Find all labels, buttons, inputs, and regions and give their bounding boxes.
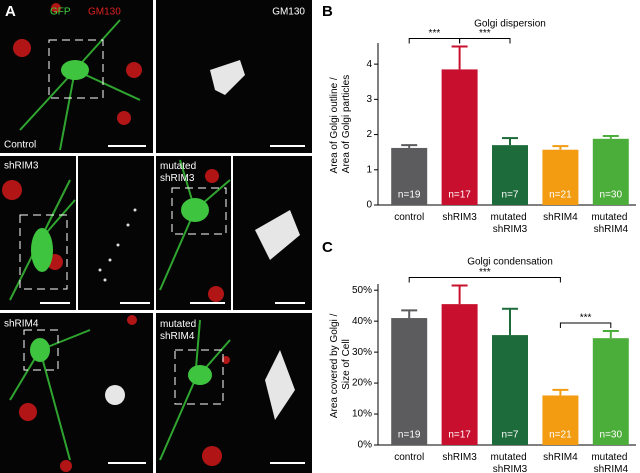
n-label: n=7 xyxy=(502,430,519,441)
x-tick-label: mutated shRIM3 xyxy=(491,212,530,235)
y-tick-label: 20% xyxy=(352,378,372,389)
scale-bars xyxy=(40,145,305,464)
image xyxy=(78,156,154,310)
y-axis-label: Area of Golgi outline / Area of Golgi pa… xyxy=(329,75,352,174)
golgi xyxy=(105,60,300,420)
image xyxy=(0,313,153,473)
x-tick-label: mutated shRIM4 xyxy=(591,212,630,235)
y-tick-label: 1 xyxy=(366,164,372,175)
y-tick-label: 3 xyxy=(366,94,372,105)
y-tick-label: 50% xyxy=(352,285,372,296)
y-tick-label: 0 xyxy=(366,200,372,211)
panel-label: C xyxy=(322,239,333,256)
bar xyxy=(441,304,478,445)
n-label: n=30 xyxy=(600,190,623,201)
significance-label: *** xyxy=(580,313,592,324)
condition-label: Control xyxy=(4,140,36,151)
significance-bracket xyxy=(559,322,612,329)
significance-label: *** xyxy=(429,28,441,39)
y-tick-label: 30% xyxy=(352,347,372,358)
n-label: n=19 xyxy=(398,190,421,201)
n-label: n=30 xyxy=(600,430,623,441)
n-label: n=21 xyxy=(549,430,572,441)
chart-title: Golgi condensation xyxy=(467,257,553,268)
significance-bracket xyxy=(408,277,561,283)
channel-label: GM130 xyxy=(88,7,121,18)
condition-label: shRIM4 xyxy=(4,319,39,330)
significance-label: *** xyxy=(479,267,491,278)
bar xyxy=(592,338,629,445)
y-tick-label: 0% xyxy=(358,440,373,451)
n-label: n=19 xyxy=(398,430,421,441)
n-label: n=17 xyxy=(448,190,471,201)
x-tick-label: shRIM4 xyxy=(543,212,578,223)
x-tick-label: shRIM4 xyxy=(543,452,578,463)
significance-bracket xyxy=(459,38,511,44)
x-tick-label: control xyxy=(394,212,424,223)
panel-label: A xyxy=(5,3,16,20)
x-tick-label: mutated shRIM3 xyxy=(491,452,530,473)
golgi-puncta xyxy=(98,208,137,282)
bar xyxy=(542,395,579,445)
bar xyxy=(542,149,579,205)
condition-label: shRIM3 xyxy=(4,161,39,172)
condition-label: mutated shRIM4 xyxy=(160,319,199,342)
condition-label: mutated shRIM3 xyxy=(160,161,199,184)
x-tick-label: shRIM3 xyxy=(442,212,477,223)
bar xyxy=(441,69,478,205)
y-tick-label: 2 xyxy=(366,129,372,140)
x-tick-label: control xyxy=(394,452,424,463)
y-tick-label: 4 xyxy=(366,59,372,70)
n-label: n=21 xyxy=(549,190,572,201)
bar xyxy=(492,335,528,445)
y-tick-label: 40% xyxy=(352,316,372,327)
red-puncta xyxy=(2,3,230,472)
bar xyxy=(391,147,428,205)
y-axis-label: Area covered by Golgi / Size of Cell xyxy=(329,311,352,418)
significance-bracket xyxy=(408,38,461,44)
channel-label: GM130 xyxy=(272,7,305,18)
significance-label: *** xyxy=(479,28,491,39)
image xyxy=(156,156,231,310)
cell-bodies xyxy=(30,60,212,385)
chart-title: Golgi dispersion xyxy=(474,19,546,30)
n-label: n=17 xyxy=(448,430,471,441)
n-label: n=7 xyxy=(502,190,519,201)
x-tick-label: shRIM3 xyxy=(442,452,477,463)
zoom-boxes xyxy=(19,39,227,405)
panel-label: B xyxy=(322,3,333,20)
bar xyxy=(492,145,528,205)
bar xyxy=(592,138,629,205)
y-tick-label: 10% xyxy=(352,409,372,420)
image-panels: A GFP GM130 GM130 Control shRIM3 mutated… xyxy=(0,0,312,473)
x-tick-label: mutated shRIM4 xyxy=(591,452,630,473)
channel-label: GFP xyxy=(50,7,71,18)
bar xyxy=(391,318,428,445)
